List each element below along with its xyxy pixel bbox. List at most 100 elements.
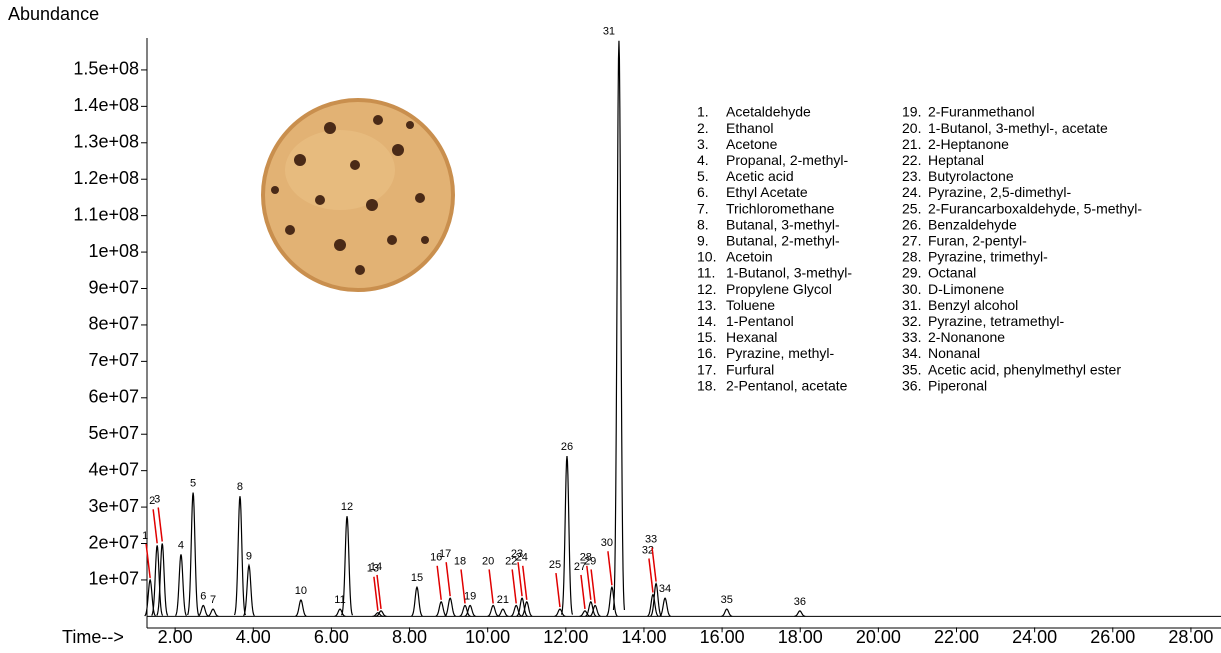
legend-number: 18. xyxy=(697,377,716,393)
legend-name: 1-Pentanol xyxy=(726,313,794,329)
legend-number: 4. xyxy=(697,152,709,168)
legend-number: 21. xyxy=(902,136,921,152)
peak xyxy=(579,610,591,617)
legend-name: Acetone xyxy=(726,136,778,152)
legend-name: Octanal xyxy=(928,265,976,281)
peak xyxy=(411,585,423,617)
peak xyxy=(375,610,387,617)
peak-label: 33 xyxy=(645,533,657,545)
y-tick-label: 1.3e+08 xyxy=(73,132,139,152)
x-tick-label: 8.00 xyxy=(392,627,427,647)
legend-number: 17. xyxy=(697,361,716,377)
legend-number: 28. xyxy=(902,249,921,265)
peak xyxy=(334,608,346,617)
x-tick-label: 2.00 xyxy=(158,627,193,647)
peak-label: 20 xyxy=(482,555,494,567)
peak-leader xyxy=(522,565,528,600)
peak xyxy=(243,563,255,617)
y-tick-label: 6e+07 xyxy=(88,387,139,407)
x-tick-label: 6.00 xyxy=(314,627,349,647)
y-tick-label: 9e+07 xyxy=(88,277,139,297)
legend-name: 2-Pentanol, acetate xyxy=(726,377,848,393)
peak-label: 24 xyxy=(516,552,528,564)
y-tick-label: 1e+08 xyxy=(88,241,139,261)
y-tick-label: 2e+07 xyxy=(88,532,139,552)
peak-label: 1 xyxy=(142,530,148,542)
peak xyxy=(341,516,354,616)
peak-label: 10 xyxy=(295,585,307,597)
y-tick-label: 1.2e+08 xyxy=(73,168,139,188)
peak-label: 21 xyxy=(497,594,509,606)
legend-name: Pyrazine, trimethyl- xyxy=(928,249,1048,265)
x-tick-label: 18.00 xyxy=(778,627,823,647)
peak xyxy=(464,604,476,617)
legend-number: 36. xyxy=(902,377,921,393)
legend-number: 26. xyxy=(902,216,921,232)
legend-number: 23. xyxy=(902,168,921,184)
legend-name: Benzaldehyde xyxy=(928,216,1017,232)
legend-number: 6. xyxy=(697,184,709,200)
peak-label: 14 xyxy=(370,561,382,573)
peak xyxy=(612,40,626,611)
peak-leader xyxy=(580,574,586,609)
peak-label: 9 xyxy=(246,550,252,562)
legend-name: Hexanal xyxy=(726,329,777,345)
peak xyxy=(175,554,187,617)
peak xyxy=(659,597,671,617)
legend-name: Butyrolactone xyxy=(928,168,1014,184)
peak xyxy=(197,604,209,617)
peak xyxy=(554,608,566,617)
legend-name: 1-Butanol, 3-methyl- xyxy=(726,265,852,281)
peak xyxy=(794,610,806,617)
legend-number: 32. xyxy=(902,313,921,329)
peak-label: 28 xyxy=(580,552,592,564)
peak-leader xyxy=(157,507,163,542)
peak-label: 4 xyxy=(178,539,184,551)
legend-number: 1. xyxy=(697,104,709,120)
peak-label: 15 xyxy=(411,572,423,584)
legend-name: 2-Furanmethanol xyxy=(928,104,1035,120)
peak-leader xyxy=(152,509,158,544)
legend-name: Ethyl Acetate xyxy=(726,184,808,200)
peak-label: 32 xyxy=(642,544,654,556)
legend-name: Nonanal xyxy=(928,345,980,361)
peak-label: 31 xyxy=(603,26,615,38)
y-tick-label: 3e+07 xyxy=(88,496,139,516)
legend-name: Acetaldehyde xyxy=(726,104,811,120)
peak-label: 22 xyxy=(505,555,517,567)
x-tick-label: 24.00 xyxy=(1012,627,1057,647)
peak xyxy=(372,612,384,617)
x-tick-label: 20.00 xyxy=(856,627,901,647)
peak-label: 29 xyxy=(584,555,596,567)
x-tick-label: 4.00 xyxy=(236,627,271,647)
legend-name: Pyrazine, tetramethyl- xyxy=(928,313,1064,329)
peak xyxy=(606,585,618,617)
legend-number: 5. xyxy=(697,168,709,184)
peak-label: 30 xyxy=(601,537,613,549)
legend-name: Propylene Glycol xyxy=(726,281,832,297)
peak-leader xyxy=(445,562,451,597)
y-tick-label: 8e+07 xyxy=(88,314,139,334)
legend-name: 2-Furancarboxaldehyde, 5-methyl- xyxy=(928,200,1142,216)
peak-leader xyxy=(511,569,517,604)
y-tick-label: 1.1e+08 xyxy=(73,204,139,224)
peak xyxy=(585,600,597,617)
legend-number: 34. xyxy=(902,345,921,361)
x-tick-label: 26.00 xyxy=(1090,627,1135,647)
peak xyxy=(721,608,733,617)
peak xyxy=(647,593,659,617)
legend-name: 2-Heptanone xyxy=(928,136,1009,152)
legend-number: 35. xyxy=(902,361,921,377)
peak-label: 18 xyxy=(454,555,466,567)
peak-label: 27 xyxy=(574,561,586,573)
peak-label: 3 xyxy=(154,493,160,505)
legend-number: 12. xyxy=(697,281,716,297)
y-axis-label: Abundance xyxy=(8,4,99,24)
legend-name: Furan, 2-pentyl- xyxy=(928,233,1027,249)
peak-leader xyxy=(488,569,494,604)
peak-label: 23 xyxy=(511,548,523,560)
legend-number: 11. xyxy=(697,265,715,281)
legend-number: 20. xyxy=(902,120,921,136)
legend-name: Trichloromethane xyxy=(726,200,835,216)
